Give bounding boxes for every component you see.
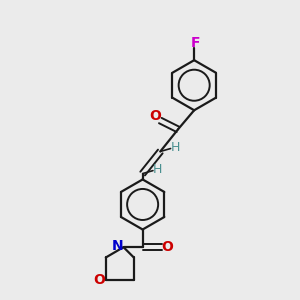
Text: N: N: [112, 239, 123, 253]
Text: F: F: [191, 36, 200, 50]
Text: H: H: [170, 141, 180, 154]
Text: O: O: [93, 273, 105, 286]
Text: O: O: [149, 109, 161, 123]
Text: O: O: [162, 240, 174, 254]
Text: H: H: [153, 163, 162, 176]
